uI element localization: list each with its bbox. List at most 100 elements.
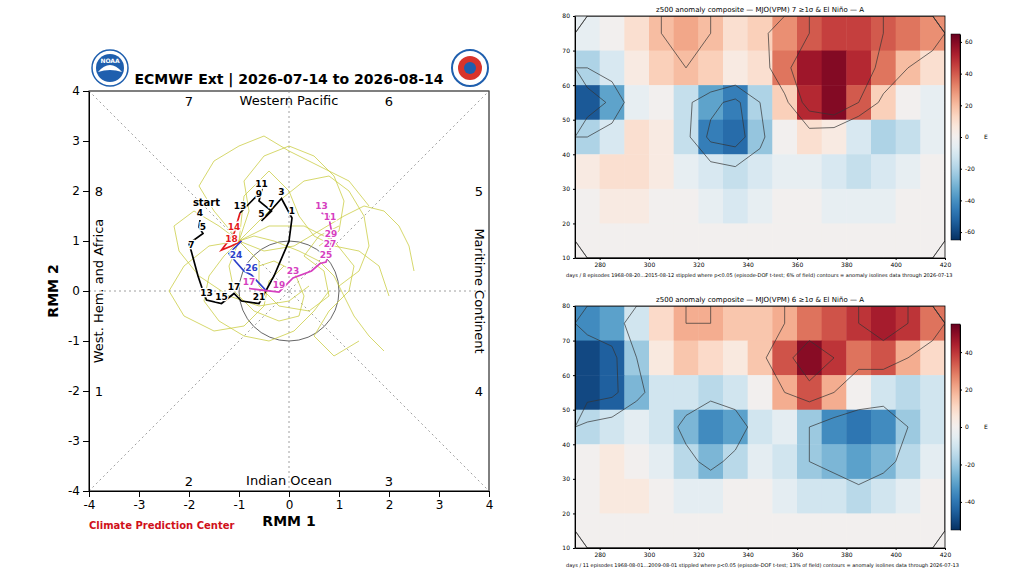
tick-label: 400 bbox=[890, 551, 902, 558]
colorbar bbox=[951, 34, 960, 240]
heatmap-cell bbox=[624, 154, 649, 189]
y-axis: -4-3-2-101234 bbox=[68, 84, 89, 498]
heatmap-cell bbox=[698, 513, 723, 548]
tick-mark bbox=[960, 427, 962, 428]
heatmap-cell bbox=[698, 410, 723, 445]
tick-label: -3 bbox=[68, 434, 80, 448]
ensemble-member bbox=[199, 136, 369, 241]
tick-mark bbox=[960, 502, 962, 503]
heatmap-cell bbox=[748, 341, 773, 376]
tick-label: 4 bbox=[72, 84, 80, 98]
plot-frame bbox=[575, 16, 945, 258]
tick-label: 3 bbox=[436, 498, 444, 512]
tick-mark bbox=[945, 258, 946, 260]
heatmap-cell bbox=[797, 513, 822, 548]
heatmap-cell bbox=[871, 223, 896, 258]
heatmap-cell bbox=[920, 223, 945, 258]
tick-label: -40 bbox=[965, 498, 975, 505]
contour-line bbox=[686, 306, 945, 402]
colorbar-axis: -40-2002040 bbox=[960, 325, 975, 531]
tick-mark bbox=[649, 258, 650, 260]
tick: 40 bbox=[960, 349, 973, 356]
tick-label: 10 bbox=[562, 544, 570, 551]
tick-mark bbox=[573, 306, 575, 307]
tick-label: -3 bbox=[134, 498, 146, 512]
heatmap-cell bbox=[600, 189, 625, 224]
tick-mark bbox=[139, 491, 140, 497]
day-label: 13 bbox=[200, 288, 213, 298]
heatmap-cell bbox=[846, 51, 871, 86]
heatmap-cell bbox=[920, 51, 945, 86]
tick-mark bbox=[748, 548, 749, 550]
tick-mark bbox=[83, 191, 89, 192]
tick-mark bbox=[389, 491, 390, 497]
heatmap-cell bbox=[698, 85, 723, 120]
heatmap-cell bbox=[649, 51, 674, 86]
heatmap-cell bbox=[674, 375, 699, 410]
tick: 3 bbox=[72, 134, 89, 148]
tick-label: -4 bbox=[84, 498, 96, 512]
tick: -1 bbox=[234, 491, 246, 512]
axis-line bbox=[576, 258, 946, 259]
tick-label: 30 bbox=[562, 475, 570, 482]
heatmap-cell bbox=[772, 223, 797, 258]
heatmap-cell bbox=[920, 410, 945, 445]
mean-track bbox=[189, 191, 292, 304]
tick-mark bbox=[960, 42, 962, 43]
heatmap-cell bbox=[575, 341, 600, 376]
heatmap-cell bbox=[871, 479, 896, 514]
heatmap-cell bbox=[871, 513, 896, 548]
heatmap-cell bbox=[920, 154, 945, 189]
tick-mark bbox=[797, 258, 798, 260]
heatmap-cell bbox=[920, 444, 945, 479]
tick: 20 bbox=[960, 102, 973, 109]
heatmap-cell bbox=[575, 154, 600, 189]
heatmap-cell bbox=[748, 120, 773, 155]
phase-label: 3 bbox=[385, 474, 393, 489]
tick-mark bbox=[896, 548, 897, 550]
tick-label: 4 bbox=[486, 498, 494, 512]
heatmap-cell bbox=[797, 154, 822, 189]
tick-label: 280 bbox=[594, 261, 606, 268]
contour-line bbox=[661, 16, 945, 128]
logo-bird bbox=[98, 65, 122, 72]
heatmap-cell bbox=[772, 410, 797, 445]
axis-line bbox=[89, 92, 90, 492]
heatmap-cell bbox=[846, 375, 871, 410]
heatmap-cell bbox=[674, 513, 699, 548]
heatmap-cell bbox=[698, 444, 723, 479]
tick-mark bbox=[83, 291, 89, 292]
tick-label: 320 bbox=[693, 551, 705, 558]
tick: 60 bbox=[960, 38, 973, 45]
tick-mark bbox=[960, 390, 962, 391]
heatmap-cell bbox=[624, 120, 649, 155]
phase-label: 2 bbox=[185, 474, 193, 489]
day-label: 7 bbox=[188, 240, 194, 250]
heatmap-cell bbox=[600, 154, 625, 189]
tick-mark bbox=[573, 548, 575, 549]
heatmap-cell bbox=[772, 120, 797, 155]
heatmap-cell bbox=[649, 444, 674, 479]
tick-mark bbox=[945, 548, 946, 550]
heatmap-cell bbox=[723, 120, 748, 155]
tick-mark bbox=[960, 105, 962, 106]
tick: 1 bbox=[72, 234, 89, 248]
tick: -1 bbox=[68, 334, 89, 348]
tick: 20 bbox=[960, 386, 973, 393]
tick-label: 20 bbox=[965, 102, 973, 109]
tick-mark bbox=[239, 491, 240, 497]
tick: 380 bbox=[841, 548, 853, 558]
tick-mark bbox=[83, 391, 89, 392]
heatmap-cell bbox=[575, 513, 600, 548]
contour-line bbox=[575, 16, 945, 258]
credit: Climate Prediction Center bbox=[89, 520, 234, 531]
contour-line bbox=[575, 306, 945, 548]
tick-mark bbox=[649, 548, 650, 550]
tick-label: -1 bbox=[68, 334, 80, 348]
tick: 0 bbox=[286, 491, 294, 512]
heatmap-cell bbox=[723, 375, 748, 410]
heatmap-cell bbox=[748, 189, 773, 224]
heatmap-cell bbox=[896, 513, 921, 548]
heatmap-cell bbox=[822, 51, 847, 86]
day-label: 5 bbox=[258, 209, 264, 219]
